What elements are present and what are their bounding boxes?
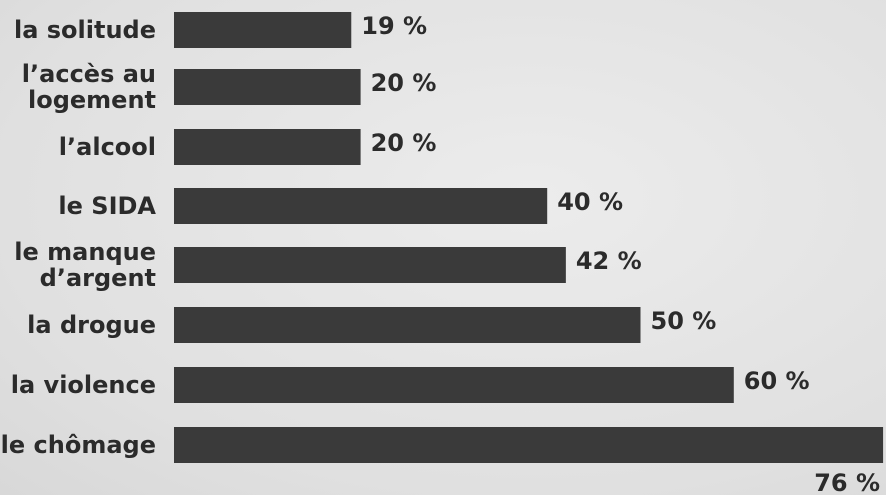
category-label-1: l’accès au logement xyxy=(22,60,156,114)
value-label-1: 20 % xyxy=(371,69,437,97)
bar-3 xyxy=(174,188,548,224)
category-label-3: le SIDA xyxy=(58,192,156,220)
category-label-7: le chômage xyxy=(1,431,156,459)
value-label-4: 42 % xyxy=(576,247,642,275)
category-label-line: l’alcool xyxy=(59,133,156,161)
value-label-3: 40 % xyxy=(557,188,623,216)
value-label-6: 60 % xyxy=(744,367,810,395)
category-label-line: le manque xyxy=(14,238,156,266)
category-label-line: la solitude xyxy=(14,16,156,44)
category-label-line: logement xyxy=(28,86,156,114)
category-label-2: l’alcool xyxy=(59,133,156,161)
bars-layer xyxy=(174,12,884,463)
bar-1 xyxy=(174,69,361,105)
value-label-7: 76 % xyxy=(814,469,880,495)
category-label-line: l’accès au xyxy=(22,60,156,88)
value-labels-layer: 19 % 20 % 20 % 40 % 42 % 50 % 60 % 76 % xyxy=(361,12,880,495)
category-label-line: le SIDA xyxy=(58,192,156,220)
bar-7 xyxy=(174,427,884,463)
bar-4 xyxy=(174,247,566,283)
category-label-6: la violence xyxy=(11,371,156,399)
value-label-5: 50 % xyxy=(651,307,717,335)
bar-6 xyxy=(174,367,734,403)
bar-0 xyxy=(174,12,352,48)
category-label-line: la violence xyxy=(11,371,156,399)
category-label-line: le chômage xyxy=(1,431,156,459)
category-label-4: le manque d’argent xyxy=(14,238,156,292)
category-label-line: la drogue xyxy=(27,311,156,339)
bar-5 xyxy=(174,307,641,343)
value-label-0: 19 % xyxy=(361,12,427,40)
bar-2 xyxy=(174,129,361,165)
category-label-line: d’argent xyxy=(40,264,156,292)
category-label-5: la drogue xyxy=(27,311,156,339)
category-label-0: la solitude xyxy=(14,16,156,44)
value-label-2: 20 % xyxy=(371,129,437,157)
category-labels-layer: la solitude l’accès au logement l’alcool le … xyxy=(1,16,157,459)
